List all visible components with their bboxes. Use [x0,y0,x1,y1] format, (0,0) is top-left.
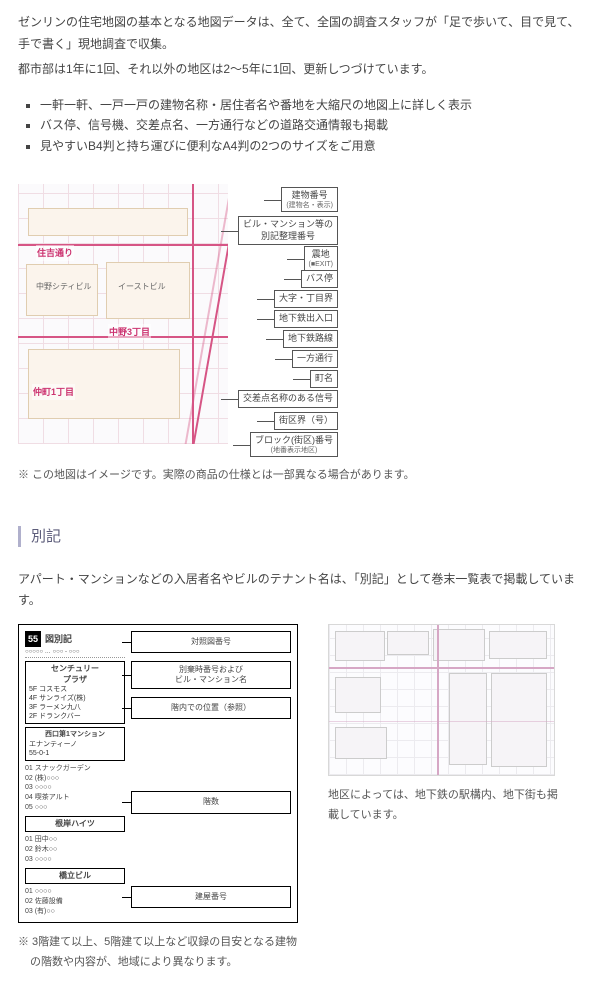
betsuki-building: 西口第1マンション エナンティーノ 55-0-1 [25,727,125,760]
map-label: 仲町1丁目 [32,384,75,400]
betsuki-intro: アパート・マンションなどの入居者名やビルのテナント名は、「別記」として巻末一覧表… [18,569,583,612]
legend-item: 街区界（号） [274,412,338,430]
betsuki-dots: ○○○○○ … ○○○ - ○○○ [25,649,125,658]
betsuki-tenant-list: 01 田中○○ 02 鈴木○○ 03 ○○○○ [25,835,125,864]
legend-item: 地下鉄出入口 [274,310,338,328]
betsuki-right-col: 地区によっては、地下鉄の駅構内、地下街も掲載しています。 [328,624,558,830]
map-note: ※ この地図はイメージです。実際の商品の仕様とは一部異なる場合があります。 [18,466,583,486]
betsuki-subnote: ※ 3階建て以上、5階建て以上など収録の目安となる建物の階数や内容が、地域により… [18,933,298,973]
betsuki-number-badge: 55 [25,631,41,647]
map-building-label: 中野シティビル [36,280,92,294]
betsuki-left-col: 55 図別記 ○○○○○ … ○○○ - ○○○ センチュリープラザ 5F コス… [18,624,298,977]
legend-item: 震地(■EXIT) [304,246,338,271]
map-with-legend: 住吉通り 中野3丁目 仲町1丁目 中野シティビル イーストビル 建物番号(建物名… [18,184,583,444]
betsuki-diagram-title: 図別記 [45,631,72,647]
feature-item: 一軒一軒、一戸一戸の建物名称・居住者名や番地を大縮尺の地図上に詳しく表示 [40,95,583,115]
betsuki-legend-item: 建屋番号 [131,886,291,908]
feature-list: 一軒一軒、一戸一戸の建物名称・居住者名や番地を大縮尺の地図上に詳しく表示 バス停… [18,95,583,156]
betsuki-legend-item: 対照図番号 [131,631,291,653]
map-label: 中野3丁目 [108,324,151,340]
legend-item: 町名 [310,370,338,388]
feature-item: 見やすいB4判と持ち運びに便利なA4判の2つのサイズをご用意 [40,136,583,156]
sample-map-image: 住吉通り 中野3丁目 仲町1丁目 中野シティビル イーストビル [18,184,228,444]
betsuki-tenant-list: 01 スナックガーデン 02 (株)○○○ 03 ○○○○ 04 喫茶アルト 0… [25,764,125,813]
betsuki-legend-item: 別棄時番号およびビル・マンション名 [131,661,291,688]
intro-line-1: ゼンリンの住宅地図の基本となる地図データは、全て、全国の調査スタッフが「足で歩い… [18,12,583,55]
betsuki-row: 55 図別記 ○○○○○ … ○○○ - ○○○ センチュリープラザ 5F コス… [18,624,583,977]
intro-line-2: 都市部は1年に1回、それ以外の地区は2〜5年に1回、更新しつづけています。 [18,59,583,81]
betsuki-diagram: 55 図別記 ○○○○○ … ○○○ - ○○○ センチュリープラザ 5F コス… [18,624,298,923]
legend-item: 地下鉄路線 [283,330,338,348]
legend-item: 建物番号(建物名・表示) [281,187,338,212]
legend-item: バス停 [301,270,338,288]
betsuki-tenant-list: 01 ○○○○ 02 佐藤設備 03 (有)○○ [25,887,125,916]
legend-item: ブロック(街区)番号(地番表示地区) [250,432,338,457]
betsuki-building: 橋立ビル [25,868,125,884]
legend-item: 交差点名称のある信号 [238,390,338,408]
map-label: 住吉通り [36,245,74,261]
legend-item: 大字・丁目界 [274,290,338,308]
betsuki-building: センチュリープラザ 5F コスモス 4F サンライズ(株) 3F ラーメン九八 … [25,661,125,724]
feature-item: バス停、信号機、交差点名、一方通行などの道路交通情報も掲載 [40,115,583,135]
betsuki-heading: 別記 [18,526,583,547]
map-legend: 建物番号(建物名・表示) ビル・マンション等の別記整理番号 震地(■EXIT) … [228,184,338,444]
legend-item: 一方通行 [292,350,338,368]
betsuki-legend-item: 階数 [131,791,291,813]
map-section: 住吉通り 中野3丁目 仲町1丁目 中野シティビル イーストビル 建物番号(建物名… [18,184,583,486]
betsuki-building: 根岸ハイツ [25,816,125,832]
metro-note: 地区によっては、地下鉄の駅構内、地下街も掲載しています。 [328,786,558,826]
map-building-label: イーストビル [118,280,166,294]
legend-item: ビル・マンション等の別記整理番号 [238,216,338,245]
